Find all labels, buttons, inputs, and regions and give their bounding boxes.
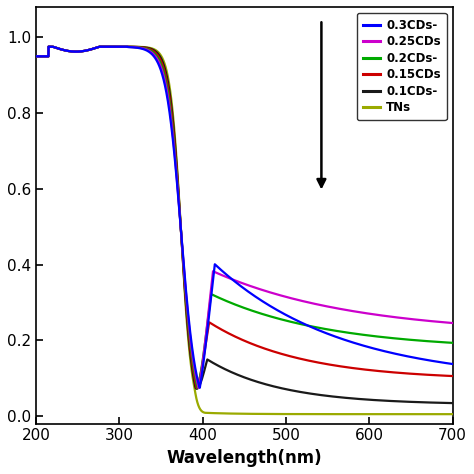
X-axis label: Wavelength(nm): Wavelength(nm): [166, 449, 322, 467]
Legend: 0.3CDs-, 0.25CDs, 0.2CDs-, 0.15CDs, 0.1CDs-, TNs: 0.3CDs-, 0.25CDs, 0.2CDs-, 0.15CDs, 0.1C…: [356, 13, 447, 120]
